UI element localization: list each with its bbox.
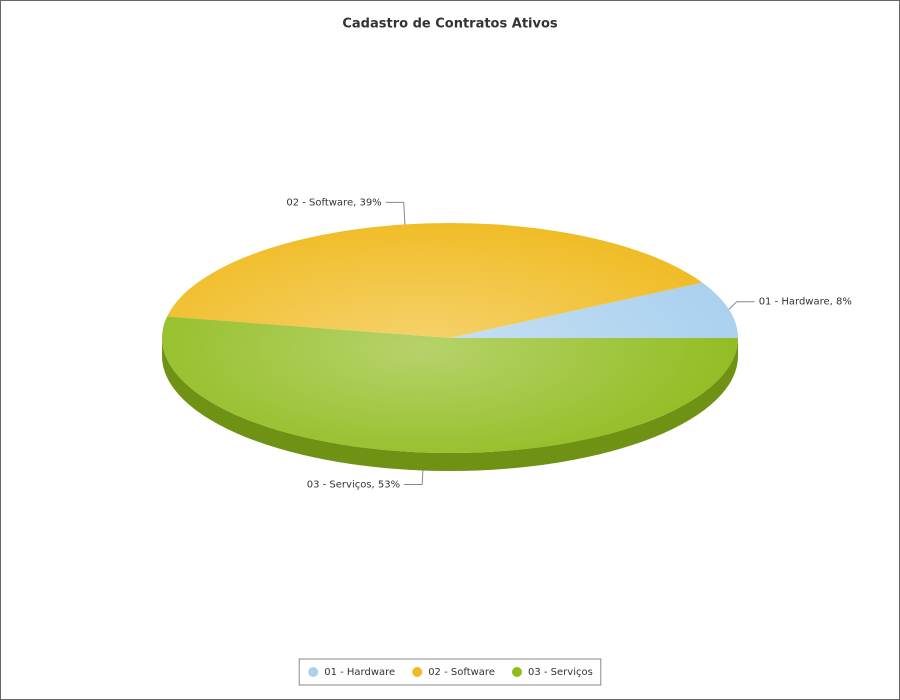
legend-item: 01 - Hardware [308, 667, 395, 678]
chart-title: Cadastro de Contratos Ativos [342, 17, 558, 32]
legend-box [298, 658, 602, 686]
side-shade [162, 338, 738, 471]
legend-label: 01 - Hardware [324, 667, 395, 678]
leader-line [404, 470, 424, 485]
shine [162, 223, 738, 453]
legend-item: 03 - Serviços [511, 667, 593, 678]
pie-side [162, 338, 738, 471]
legend-swatch [511, 667, 522, 677]
data-label: 02 - Software, 39% [286, 197, 381, 208]
legend-label: 03 - Serviços [528, 667, 593, 678]
leader-line [385, 201, 406, 225]
data-label: 01 - Hardware, 8% [759, 297, 852, 308]
legend-item: 02 - Software [412, 667, 495, 678]
data-label: 03 - Serviços, 53% [307, 479, 400, 490]
leader-line [728, 301, 755, 310]
legend-label: 02 - Software [428, 667, 495, 678]
legend: 01 - Hardware 02 - Software 03 - Serviços [298, 658, 602, 686]
legend-swatch [412, 667, 423, 677]
legend-swatch [308, 667, 319, 677]
